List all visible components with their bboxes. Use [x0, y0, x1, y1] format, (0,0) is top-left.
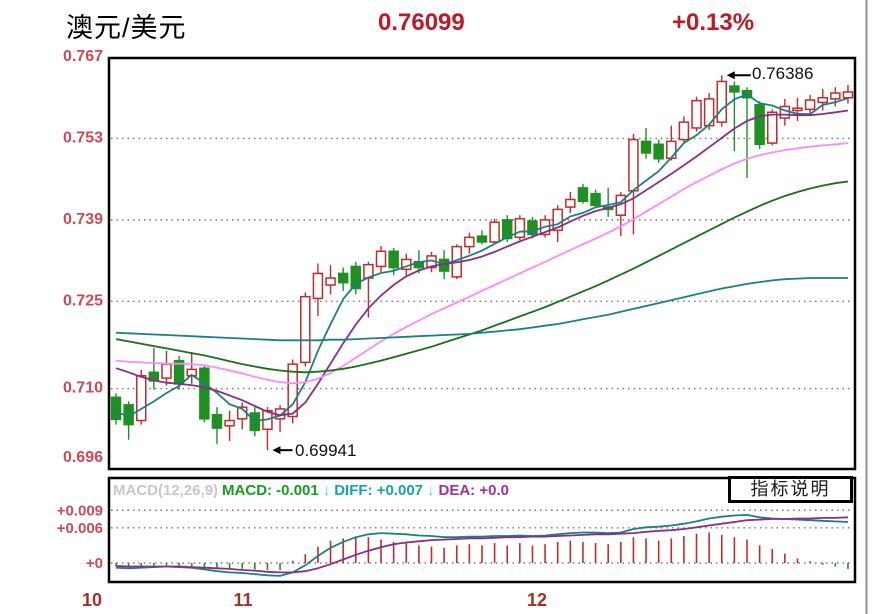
ma-mid-purple: [115, 109, 849, 417]
high-annotation-arrow: [726, 71, 751, 80]
low-price-annotation: 0.69941: [295, 441, 357, 460]
macd-axis-labels: +0.009+0.006 +0: [57, 502, 103, 572]
macd-dea-line: [115, 516, 849, 574]
svg-text:0.753: 0.753: [63, 129, 103, 146]
svg-text:+0: +0: [86, 555, 103, 572]
svg-text:10: 10: [82, 590, 102, 610]
indicator-help-button[interactable]: 指标说明: [728, 476, 853, 503]
svg-text:12: 12: [527, 590, 547, 610]
macd-value-label: MACD: -0.001: [222, 481, 319, 499]
main-chart-border: [107, 56, 857, 471]
price-axis-labels: 0.767 0.753 0.739 0.725 0.710 0.696: [63, 48, 103, 466]
svg-text:0.739: 0.739: [63, 211, 103, 228]
ma-dark-green: [115, 180, 849, 374]
macd-params-label: MACD(12,26,9): [113, 481, 219, 499]
macd-histogram: [115, 532, 849, 571]
high-price-annotation: 0.76386: [752, 64, 814, 83]
svg-text:0.696: 0.696: [63, 449, 103, 466]
price-gridlines: [111, 137, 853, 390]
svg-text:0.767: 0.767: [63, 48, 103, 65]
svg-text:11: 11: [233, 590, 252, 610]
down-arrow-icon: ↓: [322, 481, 331, 499]
ma-long-teal: [115, 277, 848, 342]
svg-text:+0.006: +0.006: [57, 520, 103, 537]
macd-panel-border: [107, 476, 857, 584]
candlestick-series: [110, 75, 854, 451]
down-arrow-icon: ↓: [427, 481, 435, 499]
ma-fast-teal: [115, 93, 849, 422]
svg-text:0.710: 0.710: [63, 380, 103, 397]
dea-value-label: DEA: +0.0: [438, 481, 509, 499]
month-axis-labels: 10 11 12: [82, 590, 547, 610]
svg-text:0.725: 0.725: [63, 292, 103, 309]
pair-title: 澳元/美元: [66, 13, 187, 43]
diff-value-label: DIFF: +0.007: [334, 481, 424, 499]
ma-pink: [115, 142, 849, 385]
svg-text:+0.009: +0.009: [57, 502, 103, 519]
low-annotation-arrow: [272, 446, 293, 455]
macd-diff-line: [115, 513, 849, 577]
macd-indicator-bar: MACD(12,26,9) MACD: -0.001 ↓ DIFF: +0.00…: [113, 480, 513, 500]
last-price: 0.76099: [378, 9, 465, 36]
change-percent: +0.13%: [672, 9, 755, 36]
